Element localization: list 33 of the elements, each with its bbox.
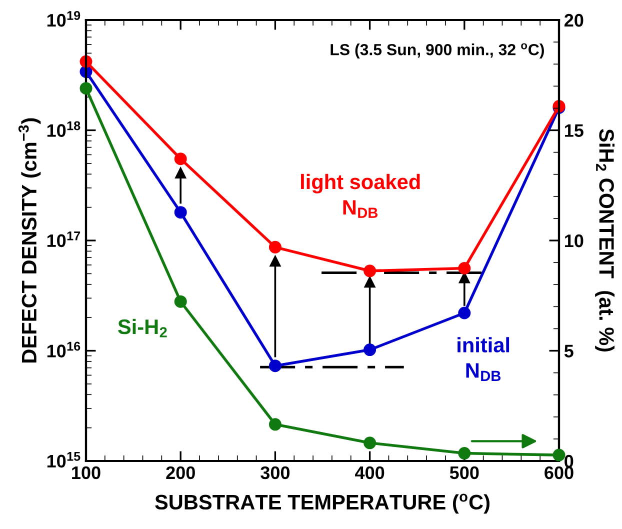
series-label: initial N$_{DB}$: [458, 337, 510, 381]
point: [174, 206, 187, 219]
x-axis-title: SUBSTRATE TEMPERATURE ($^{o}$C): [155, 494, 490, 514]
point: [175, 167, 186, 178]
point: [364, 264, 376, 278]
y2-tick-label: 5: [564, 344, 574, 358]
point: [268, 360, 282, 372]
x-tick-label: 300: [260, 466, 290, 480]
y-tick-label: 10$^{18}$: [47, 121, 80, 137]
point: [364, 344, 376, 356]
y-tick-label: 10$^{17}$: [47, 232, 80, 248]
point: [174, 152, 187, 166]
point: [458, 262, 471, 275]
y2-axis-title: SiH$_{2}$ CONTENT (at. %): [595, 129, 614, 352]
y2-tick-label: 10: [565, 234, 584, 248]
y-axis-title: DEFECT DENSITY (cm$^{−3}$): [18, 118, 41, 362]
y2-tick-label: 15: [565, 124, 584, 137]
point: [270, 256, 281, 267]
y-tick-label: 10$^{15}$: [47, 452, 80, 468]
point: [364, 276, 376, 288]
series-label: Si-H$_{2}$: [118, 318, 167, 338]
point: [458, 306, 471, 320]
y2-tick-label: 20: [564, 14, 584, 27]
y-tick-label: 10$^{19}$: [47, 11, 80, 27]
point: [268, 240, 282, 254]
y-tick-label: 10$^{16}$: [47, 342, 80, 358]
x-tick-label: 500: [450, 466, 479, 480]
x-tick-label: 100: [72, 466, 100, 480]
x-tick-label: 400: [355, 466, 384, 480]
x-tick-label: 600: [544, 466, 574, 480]
annotation: LS (3.5 Sun, 900 min., 32 $^{o}$C): [330, 43, 544, 58]
x-tick-label: 200: [166, 466, 195, 480]
series-label: light soaked N$_{DB}$: [301, 174, 420, 218]
